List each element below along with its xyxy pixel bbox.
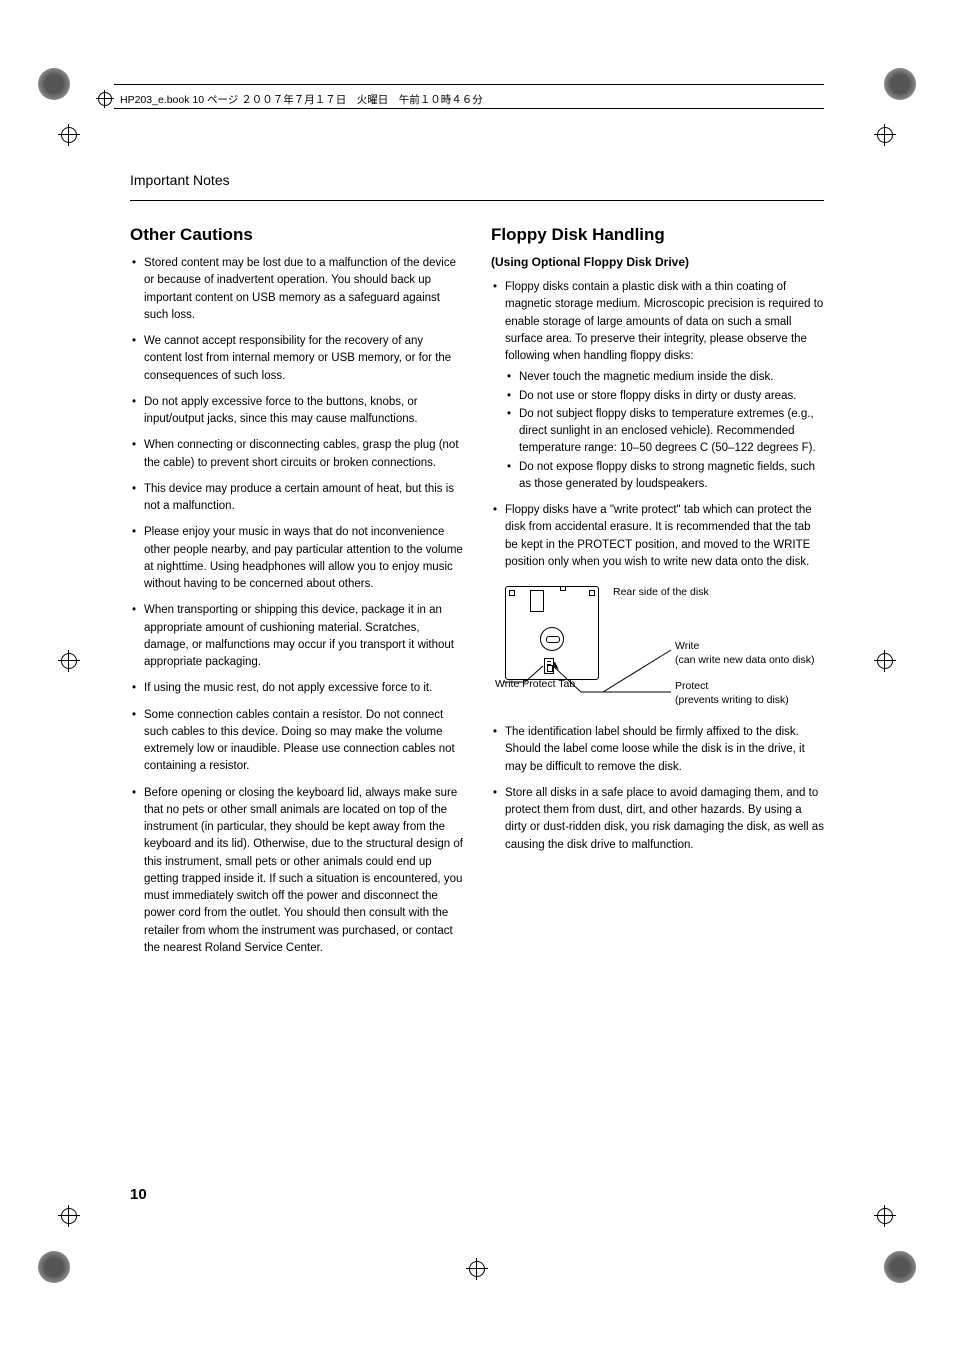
meta-target-icon: [96, 90, 114, 108]
registration-target-icon: [58, 1205, 80, 1227]
right-heading: Floppy Disk Handling: [491, 225, 824, 245]
registration-target-icon: [874, 650, 896, 672]
list-item: This device may produce a certain amount…: [130, 481, 463, 516]
crop-mark-icon: [38, 1251, 70, 1283]
write-label: Write (can write new data onto disk): [675, 640, 814, 667]
list-item: Floppy disks contain a plastic disk with…: [491, 279, 824, 493]
registration-target-icon: [58, 650, 80, 672]
section-title: Important Notes: [130, 172, 824, 188]
right-column: Floppy Disk Handling (Using Optional Flo…: [491, 225, 824, 966]
sub-list-item: Never touch the magnetic medium inside t…: [505, 369, 824, 386]
page-number: 10: [130, 1186, 147, 1203]
list-item-text: Floppy disks contain a plastic disk with…: [505, 281, 823, 362]
registration-target-icon: [874, 1205, 896, 1227]
sub-list-item: Do not expose floppy disks to strong mag…: [505, 459, 824, 494]
crop-mark-icon: [884, 68, 916, 100]
list-item: Store all disks in a safe place to avoid…: [491, 785, 824, 854]
protect-label: Protect (prevents writing to disk): [675, 680, 789, 707]
list-item: When connecting or disconnecting cables,…: [130, 437, 463, 472]
divider: [130, 200, 824, 201]
list-item: Floppy disks have a "write protect" tab …: [491, 502, 824, 571]
crop-mark-icon: [884, 1251, 916, 1283]
floppy-diagram: Rear side of the disk Write (can write n…: [505, 580, 824, 710]
list-item: The identification label should be firml…: [491, 724, 824, 776]
list-item: We cannot accept responsibility for the …: [130, 333, 463, 385]
sub-list-item: Do not subject floppy disks to temperatu…: [505, 406, 824, 458]
list-item: Stored content may be lost due to a malf…: [130, 255, 463, 324]
crop-mark-icon: [38, 68, 70, 100]
left-column: Other Cautions Stored content may be los…: [130, 225, 463, 966]
list-item: If using the music rest, do not apply ex…: [130, 680, 463, 697]
list-item: When transporting or shipping this devic…: [130, 602, 463, 671]
left-heading: Other Cautions: [130, 225, 463, 245]
sub-list-item: Do not use or store floppy disks in dirt…: [505, 388, 824, 405]
list-item: Please enjoy your music in ways that do …: [130, 524, 463, 593]
list-item: Before opening or closing the keyboard l…: [130, 785, 463, 958]
registration-target-icon: [58, 124, 80, 146]
list-item: Some connection cables contain a resisto…: [130, 707, 463, 776]
document-meta: HP203_e.book 10 ページ ２００７年７月１７日 火曜日 午前１０時…: [96, 88, 824, 110]
right-subheading: (Using Optional Floppy Disk Drive): [491, 255, 824, 269]
document-meta-text: HP203_e.book 10 ページ ２００７年７月１７日 火曜日 午前１０時…: [120, 92, 483, 107]
list-item: Do not apply excessive force to the butt…: [130, 394, 463, 429]
registration-target-icon: [466, 1258, 488, 1280]
wp-tab-label: Write Protect Tab: [495, 678, 575, 692]
rear-label: Rear side of the disk: [613, 586, 709, 600]
registration-target-icon: [874, 124, 896, 146]
